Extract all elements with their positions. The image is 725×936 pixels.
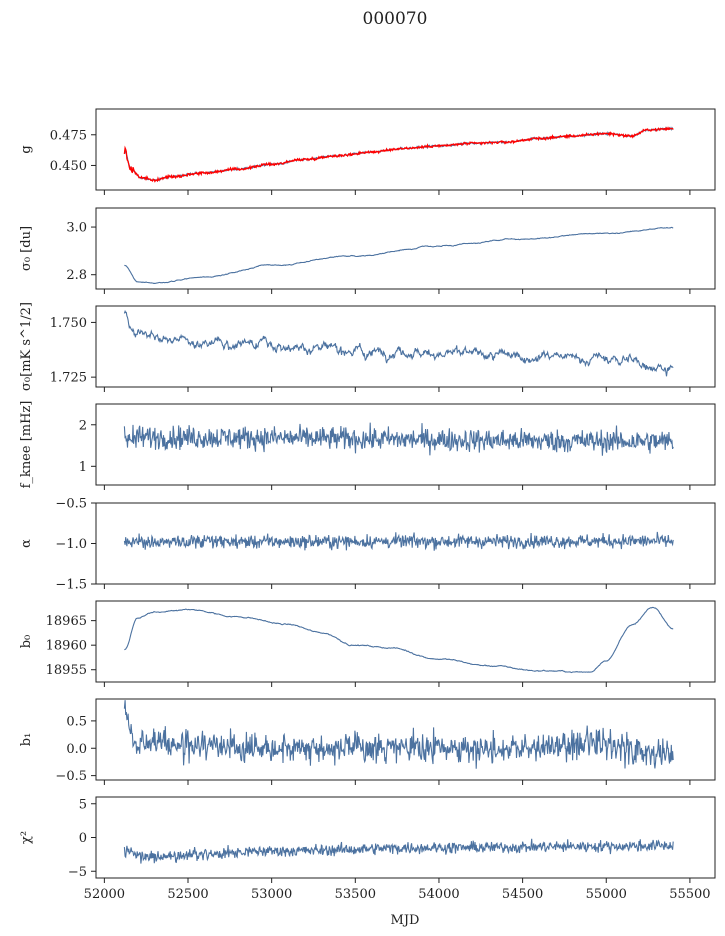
y-axis-label-fknee: f_knee [mHz]	[19, 401, 34, 489]
y-tick-label-sigma0du-1: 3.0	[66, 221, 87, 236]
x-tick-label-7: 55500	[669, 887, 710, 902]
y-tick-label-b0-2: 18965	[46, 614, 87, 629]
x-tick-label-2: 53000	[251, 887, 292, 902]
x-tick-label-5: 54500	[502, 887, 543, 902]
y-tick-label-g-1: 0.475	[50, 128, 87, 143]
y-axis-label-sigma0du: σ₀ [du]	[19, 226, 34, 271]
y-axis-label-chi2: χ²	[19, 831, 34, 844]
x-tick-label-4: 54000	[418, 887, 459, 902]
y-tick-label-alpha-1: −1.0	[55, 537, 87, 552]
y-tick-label-fknee-1: 2	[79, 418, 87, 433]
y-tick-label-sigma0du-0: 2.8	[66, 268, 87, 283]
y-tick-label-chi2-0: −5	[68, 865, 87, 880]
y-tick-label-g-0: 0.450	[50, 159, 87, 174]
series-line-b1	[123, 700, 674, 769]
y-tick-label-chi2-1: 0	[79, 831, 87, 846]
x-tick-label-1: 52500	[167, 887, 208, 902]
x-tick-label-3: 53500	[335, 887, 376, 902]
x-tick-label-6: 55000	[586, 887, 627, 902]
y-tick-label-fknee-0: 1	[79, 460, 87, 475]
panel-frame-chi2	[95, 796, 716, 879]
y-tick-label-sigma0mks-0: 1.725	[50, 371, 87, 386]
x-axis-label: MJD	[391, 913, 420, 928]
series-line-sigma0du	[124, 226, 674, 284]
y-tick-label-b0-1: 18960	[46, 639, 87, 654]
y-tick-label-alpha-0: −1.5	[55, 578, 87, 593]
panel-frame-g	[95, 108, 716, 191]
series-line-chi2	[123, 838, 674, 864]
x-tick-label-0: 52000	[84, 887, 125, 902]
y-axis-label-b1: b₁	[19, 733, 34, 747]
y-tick-label-alpha-2: −0.5	[55, 497, 87, 512]
figure-title: 000070	[363, 9, 428, 29]
y-axis-label-sigma0mks: σ₀[mK s^1/2]	[19, 302, 34, 391]
series-line-fknee	[123, 422, 674, 456]
series-line-b0	[124, 606, 674, 674]
y-tick-label-sigma0mks-1: 1.750	[50, 316, 87, 331]
y-tick-label-b0-0: 18955	[46, 663, 87, 678]
panels-group: 0.450 0.475 g 2.8 3.0 σ₀ [du] 1.725 1.750 σ₀[mK …	[19, 108, 716, 902]
y-tick-label-b1-2: 0.5	[66, 714, 87, 729]
panel-frame-fknee	[95, 403, 716, 486]
y-tick-label-b1-0: −0.5	[55, 769, 87, 784]
y-tick-label-b1-1: 0.0	[66, 742, 87, 757]
panel-frame-sigma0du	[95, 207, 716, 290]
y-tick-label-chi2-2: 5	[79, 797, 87, 812]
series-line-sigma0mks	[123, 309, 674, 377]
y-axis-label-alpha: α	[19, 539, 34, 548]
y-axis-label-g: g	[19, 145, 34, 153]
y-axis-label-b0: b₀	[19, 635, 34, 649]
panel-frame-sigma0mks	[95, 305, 716, 388]
fit-line-g	[123, 126, 674, 183]
panel-frame-b1	[95, 698, 716, 781]
panel-frame-b0	[95, 600, 716, 683]
series-line-alpha	[123, 531, 674, 551]
